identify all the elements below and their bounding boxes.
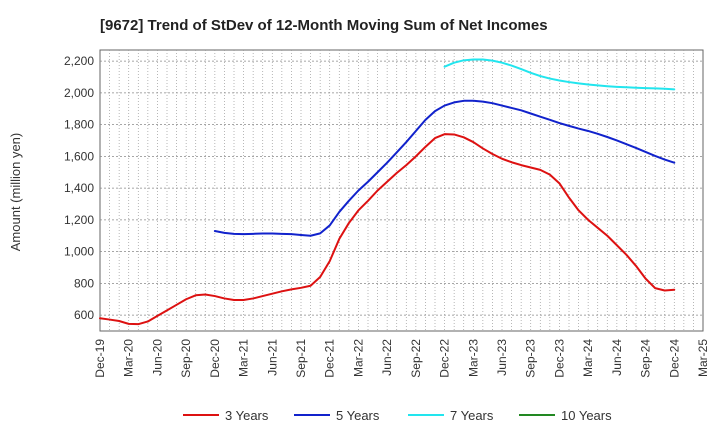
- x-tick-label: Sep-21: [294, 339, 308, 378]
- legend-item: 10 Years: [519, 408, 612, 423]
- x-tick-label: Sep-22: [409, 339, 423, 378]
- x-tick-label: Mar-21: [237, 339, 251, 377]
- y-tick-label: 1,800: [64, 118, 94, 132]
- y-tick-label: 1,000: [64, 245, 94, 259]
- y-tick-label: 2,200: [64, 54, 94, 68]
- y-tick-label: 1,600: [64, 149, 94, 163]
- x-tick-label: Dec-21: [323, 339, 337, 378]
- x-tick-label: Jun-20: [150, 339, 164, 376]
- series-lines: [99, 58, 676, 326]
- x-tick-label: Jun-23: [495, 339, 509, 376]
- x-tick-label: Mar-22: [351, 339, 365, 377]
- legend: 3 Years 5 Years 7 Years 10 Years: [183, 408, 612, 423]
- y-axis-label: Amount (million yen): [8, 133, 23, 252]
- x-tick-label: Dec-22: [438, 339, 452, 378]
- legend-item: 5 Years: [294, 408, 380, 423]
- grid-lines: [100, 50, 703, 331]
- y-axis-ticks: 600 800 1,000 1,200 1,400 1,600 1,800 2,000 2,20…: [64, 54, 94, 322]
- x-tick-label: Mar-24: [581, 339, 595, 377]
- x-tick-label: Mar-20: [122, 339, 136, 377]
- legend-label: 7 Years: [450, 408, 494, 423]
- chart-title: [9672] Trend of StDev of 12-Month Moving…: [100, 17, 548, 34]
- legend-label: 10 Years: [561, 408, 612, 423]
- series-line-5-years: [213, 99, 676, 237]
- x-tick-label: Mar-25: [696, 339, 710, 377]
- y-tick-label: 1,200: [64, 213, 94, 227]
- legend-item: 3 Years: [183, 408, 269, 423]
- x-tick-label: Jun-22: [380, 339, 394, 376]
- x-tick-label: Dec-20: [208, 339, 222, 378]
- plot-area: [99, 49, 704, 332]
- y-tick-label: 2,000: [64, 86, 94, 100]
- series-line-3-years: [99, 133, 676, 326]
- x-tick-label: Sep-23: [524, 339, 538, 378]
- legend-label: 5 Years: [336, 408, 380, 423]
- x-tick-label: Sep-20: [179, 339, 193, 378]
- y-tick-label: 1,400: [64, 181, 94, 195]
- x-tick-label: Mar-23: [466, 339, 480, 377]
- x-tick-label: Jun-21: [265, 339, 279, 376]
- y-tick-label: 600: [74, 308, 94, 322]
- series-line-7-years: [443, 58, 676, 91]
- legend-label: 3 Years: [225, 408, 269, 423]
- x-tick-label: Sep-24: [639, 339, 653, 378]
- x-tick-label: Dec-23: [552, 339, 566, 378]
- x-tick-label: Dec-19: [93, 339, 107, 378]
- x-axis-ticks: Dec-19 Mar-20 Jun-20 Sep-20 Dec-20 Mar-21 Jun-…: [93, 339, 710, 378]
- y-tick-label: 800: [74, 276, 94, 290]
- legend-item: 7 Years: [408, 408, 494, 423]
- x-tick-label: Dec-24: [667, 339, 681, 378]
- x-tick-label: Jun-24: [610, 339, 624, 376]
